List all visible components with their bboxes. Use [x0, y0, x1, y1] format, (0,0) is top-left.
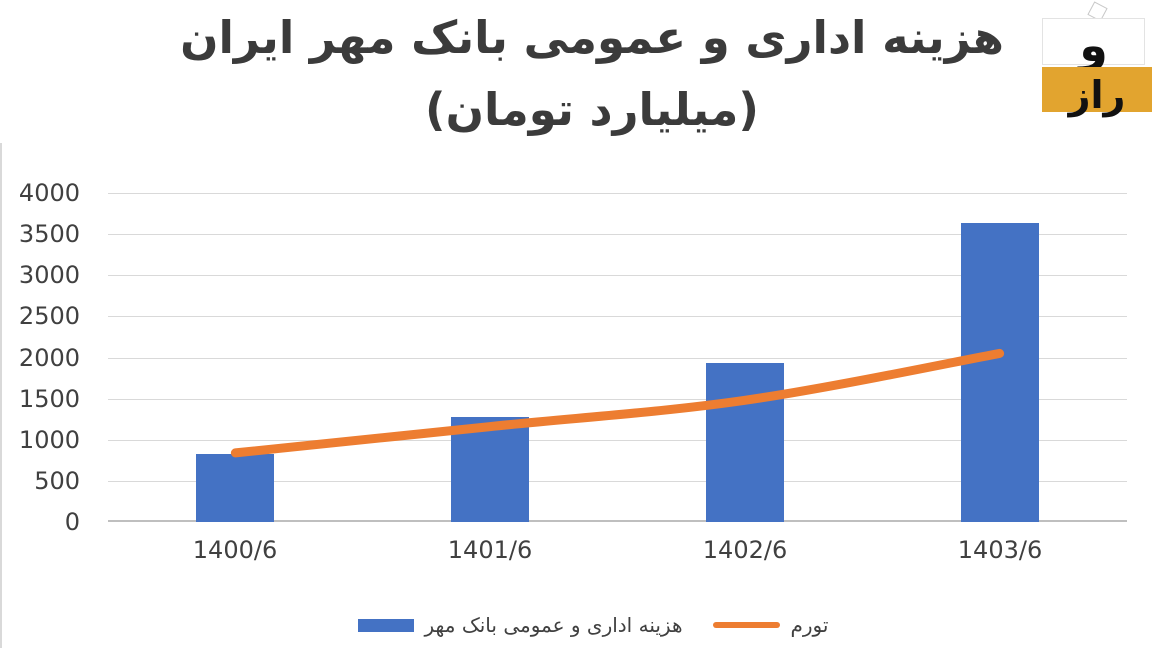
gridline-1000	[108, 440, 1127, 441]
y-tick-label-2500: 2500	[18, 302, 80, 330]
line-series-swatch-icon	[712, 622, 780, 628]
gridline-2000	[108, 358, 1127, 359]
x-tick-label-1403/6: 1403/6	[957, 536, 1043, 564]
y-tick-label-1500: 1500	[18, 385, 80, 413]
legend-item-inflation: تورم	[712, 613, 829, 637]
logo-top-box: و	[1042, 18, 1145, 68]
site-logo: و راز	[1040, 0, 1152, 118]
x-tick-label-1401/6: 1401/6	[447, 536, 533, 564]
chart-title-line2: (میلیارد تومان)	[425, 83, 759, 136]
gridline-3500	[108, 234, 1127, 235]
gridline-2500	[108, 316, 1127, 317]
bar-1403/6	[961, 223, 1039, 522]
y-tick-label-1000: 1000	[18, 426, 80, 454]
bar-1400/6	[196, 454, 274, 522]
y-tick-label-0: 0	[64, 508, 80, 536]
chart-title: هزینه اداری و عمومی بانک مهر ایران (میلی…	[64, 2, 1120, 146]
bar-series-swatch-icon	[357, 618, 414, 632]
y-tick-label-3000: 3000	[18, 261, 80, 289]
chart-title-line1: هزینه اداری و عمومی بانک مهر ایران	[180, 11, 1004, 64]
x-tick-label-1400/6: 1400/6	[192, 536, 278, 564]
gridline-0	[108, 520, 1127, 522]
logo-bottom-box: راز	[1042, 67, 1152, 114]
gridline-4000	[108, 193, 1127, 194]
y-tick-label-3500: 3500	[18, 220, 80, 248]
bar-1402/6	[706, 363, 784, 522]
y-axis-labels: 0 500 1000 1500 2000 2500 3000 3500 4000	[0, 181, 80, 534]
bar-1401/6	[451, 417, 529, 522]
legend-item-expenses: هزینه اداری و عمومی بانک مهر	[357, 613, 683, 637]
y-tick-label-4000: 4000	[18, 179, 80, 207]
gridline-500	[108, 481, 1127, 482]
gridline-3000	[108, 275, 1127, 276]
legend-label-expenses: هزینه اداری و عمومی بانک مهر	[424, 613, 683, 637]
chart-left-border	[0, 143, 2, 648]
y-tick-label-2000: 2000	[18, 344, 80, 372]
inflation-line	[230, 348, 1005, 458]
chart-legend: هزینه اداری و عمومی بانک مهر تورم	[0, 608, 1152, 642]
y-tick-label-500: 500	[34, 467, 80, 495]
plot-area: 1400/6 1401/6 1402/6 1403/6	[108, 193, 1127, 564]
x-tick-label-1402/6: 1402/6	[702, 536, 788, 564]
legend-label-inflation: تورم	[790, 613, 829, 637]
gridline-1500	[108, 399, 1127, 400]
